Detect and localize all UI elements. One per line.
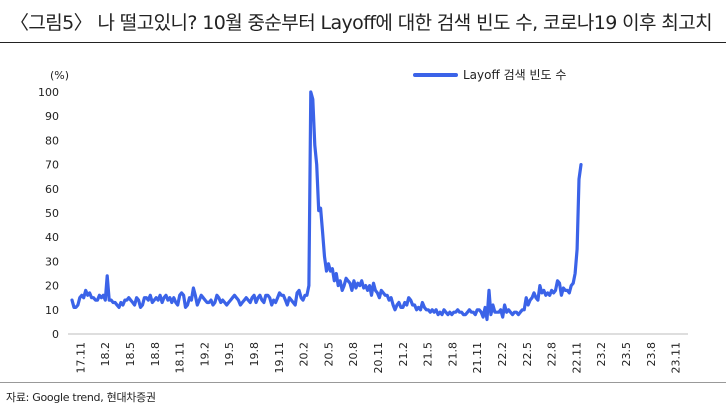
x-tick-label: 22.11 (570, 342, 583, 374)
source-rule (0, 382, 726, 383)
figure-title: 〈그림5〉 나 떨고있니? 10월 중순부터 Layoff에 대한 검색 빈도 … (10, 12, 713, 34)
y-tick-label: 30 (45, 255, 59, 268)
x-tick-label: 23.5 (620, 342, 633, 367)
y-axis: 0 10 20 30 40 50 60 70 80 90 100 (38, 86, 59, 341)
legend-label-layoff: Layoff 검색 빈도 수 (463, 68, 566, 82)
y-tick-label: 60 (45, 183, 59, 196)
x-tick-label: 20.8 (347, 342, 360, 367)
x-tick-label: 17.11 (74, 342, 87, 374)
x-tick-label: 23.2 (595, 342, 608, 367)
series-line-layoff (70, 90, 583, 322)
x-tick-label: 19.8 (248, 342, 261, 367)
x-tick-label: 20.5 (322, 342, 335, 367)
y-tick-label: 0 (52, 328, 59, 341)
title-rule (0, 42, 726, 43)
y-tick-label: 100 (38, 86, 59, 99)
x-tick-label: 21.5 (422, 342, 435, 367)
legend: Layoff 검색 빈도 수 (413, 68, 566, 82)
x-tick-label: 22.8 (546, 342, 559, 367)
y-tick-label: 40 (45, 231, 59, 244)
x-tick-label: 21.11 (471, 342, 484, 374)
y-tick-label: 50 (45, 207, 59, 220)
x-tick-label: 22.2 (496, 342, 509, 367)
x-axis: 17.11 18.2 18.5 18.8 18.11 19.2 19.5 19.8 19.11 2… (68, 333, 688, 374)
source-note: 자료: Google trend, 현대차증권 (6, 391, 156, 404)
x-tick-label: 18.11 (174, 342, 187, 374)
x-tick-label: 23.8 (645, 342, 658, 367)
x-tick-label: 20.11 (372, 342, 385, 374)
y-tick-label: 90 (45, 110, 59, 123)
x-tick-label: 20.2 (298, 342, 311, 367)
x-tick-label: 18.5 (124, 342, 137, 367)
x-tick-label: 19.11 (273, 342, 286, 374)
y-tick-label: 10 (45, 304, 59, 317)
x-tick-label: 18.8 (149, 342, 162, 367)
plot-area (70, 90, 583, 322)
y-tick-label: 70 (45, 159, 59, 172)
x-tick-label: 23.11 (670, 342, 683, 374)
x-tick-label: 19.2 (198, 342, 211, 367)
y-axis-unit: (%) (50, 69, 69, 82)
y-tick-label: 80 (45, 134, 59, 147)
x-tick-label: 22.5 (521, 342, 534, 367)
y-tick-label: 20 (45, 280, 59, 293)
x-tick-label: 21.2 (397, 342, 410, 367)
x-tick-label: 19.5 (223, 342, 236, 367)
x-tick-label: 21.8 (446, 342, 459, 367)
x-tick-label: 18.2 (99, 342, 112, 367)
